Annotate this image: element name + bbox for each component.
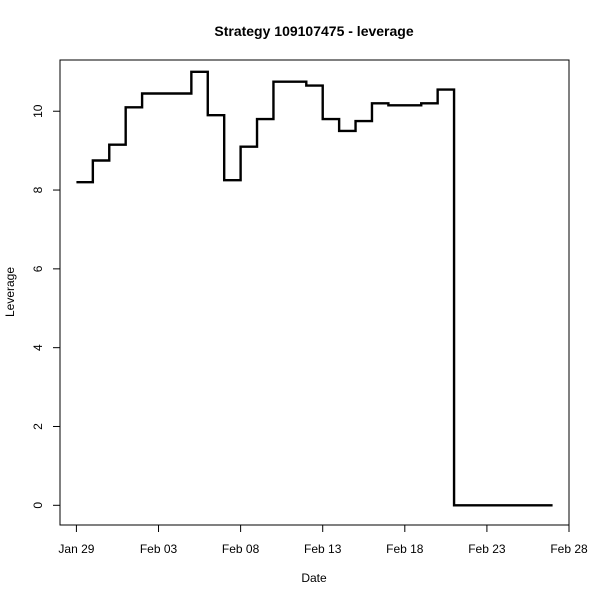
y-tick-label: 10	[31, 104, 45, 118]
x-axis-title: Date	[301, 571, 327, 585]
x-tick-label: Feb 13	[304, 542, 342, 556]
y-tick-label: 6	[31, 265, 45, 272]
x-tick-label: Feb 18	[386, 542, 424, 556]
x-tick-label: Feb 03	[140, 542, 178, 556]
x-tick-label: Feb 23	[468, 542, 506, 556]
leverage-series-line	[76, 70, 553, 507]
y-axis-title: Leverage	[3, 267, 17, 317]
x-tick-label: Jan 29	[58, 542, 94, 556]
chart-title: Strategy 109107475 - leverage	[214, 23, 413, 39]
y-tick-label: 2	[31, 423, 45, 430]
y-tick-label: 0	[31, 502, 45, 509]
x-tick-label: Feb 28	[550, 542, 588, 556]
x-tick-label: Feb 08	[222, 542, 260, 556]
x-axis: Jan 29 Feb 03 Feb 08 Feb 13 Feb 18 Feb 23 Feb …	[58, 525, 588, 556]
y-axis: 0 2 4 6 8 10	[31, 104, 60, 509]
y-tick-label: 4	[31, 344, 45, 351]
y-tick-label: 8	[31, 186, 45, 193]
plot-frame	[59, 59, 570, 526]
